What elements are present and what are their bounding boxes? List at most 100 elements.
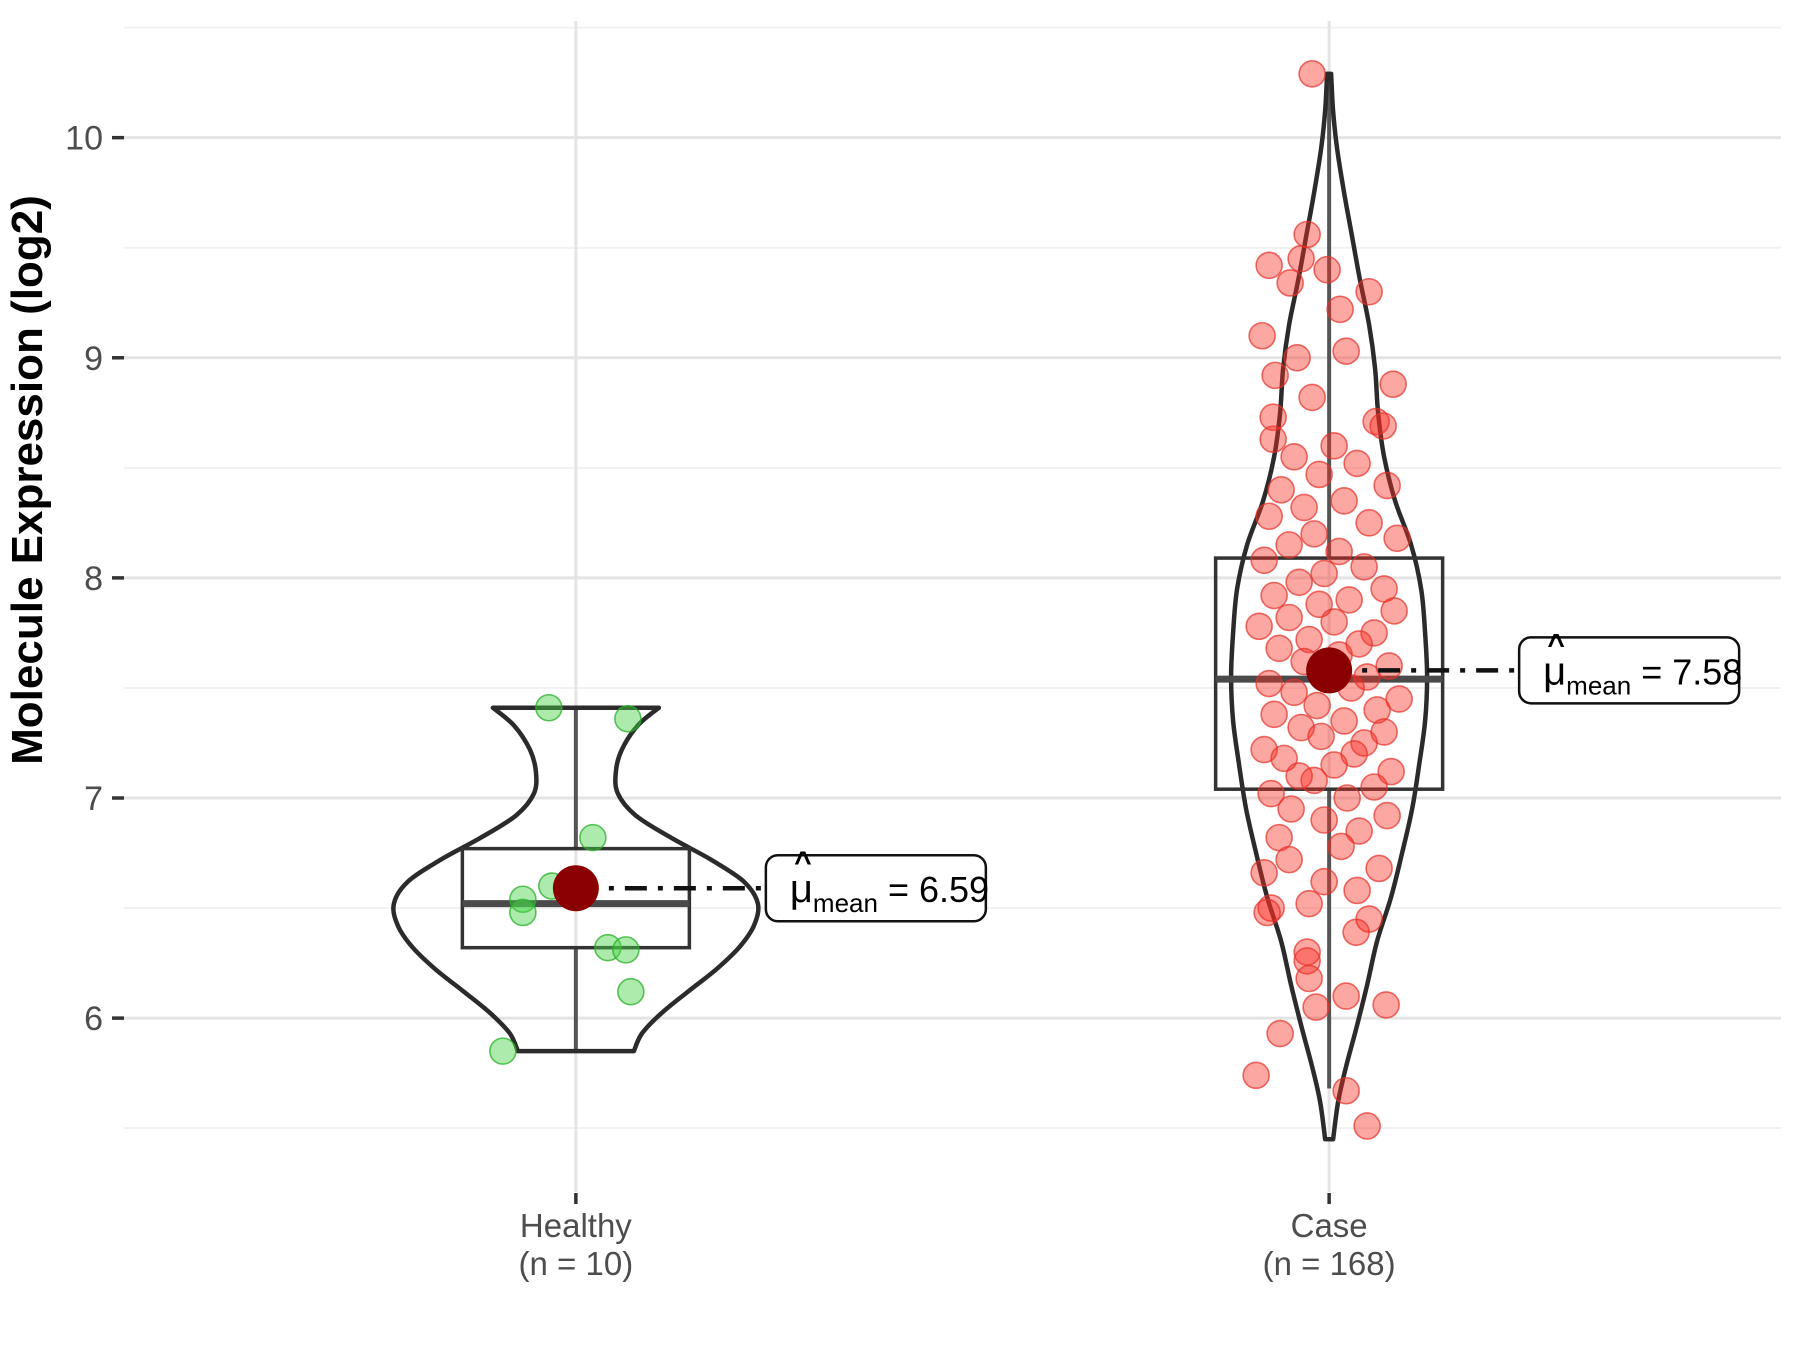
x-axis: Healthy (n = 10) Case (n = 168) xyxy=(519,1193,1396,1282)
mean-annotation-box xyxy=(1517,636,1741,705)
data-point xyxy=(1275,603,1303,632)
violin-outline xyxy=(1228,71,1430,1142)
data-point xyxy=(1250,859,1278,887)
data-point xyxy=(1342,918,1370,947)
data-point xyxy=(1310,559,1338,588)
data-point xyxy=(1293,947,1321,975)
data-point xyxy=(1290,493,1318,522)
data-point xyxy=(489,1037,517,1065)
data-point xyxy=(1332,1076,1360,1105)
data-point xyxy=(1245,612,1273,641)
data-point xyxy=(1280,443,1308,471)
y-tick-label: 6 xyxy=(84,1000,103,1038)
mu-hat-accent: ^ xyxy=(794,846,812,879)
mean-annotation: ^μmean = 6.59 xyxy=(764,846,989,923)
data-point xyxy=(509,898,537,927)
data-point xyxy=(1369,412,1397,440)
data-point xyxy=(1385,685,1413,713)
data-point xyxy=(1326,295,1354,324)
data-point xyxy=(1257,894,1285,922)
mean-dot xyxy=(552,865,599,912)
data-point xyxy=(614,704,642,733)
data-point xyxy=(1372,991,1400,1019)
data-point xyxy=(1360,619,1388,647)
data-point xyxy=(1305,590,1333,619)
data-point xyxy=(1295,964,1323,993)
data-point xyxy=(612,936,640,964)
data-point xyxy=(1255,669,1283,698)
data-point xyxy=(1360,773,1388,801)
data-point xyxy=(1275,531,1303,559)
data-point xyxy=(1253,898,1281,927)
data-point xyxy=(1383,524,1411,553)
group-healthy: ^μmean = 6.59 xyxy=(391,693,989,1065)
data-point xyxy=(1250,546,1278,575)
data-point xyxy=(1266,1019,1294,1048)
data-point xyxy=(1298,383,1326,412)
y-tick-label: 9 xyxy=(84,340,103,378)
boxplot-box xyxy=(1213,556,1445,791)
data-point xyxy=(1302,993,1330,1021)
data-point xyxy=(1332,337,1360,365)
data-point xyxy=(1267,476,1295,504)
data-point xyxy=(1353,1112,1381,1140)
data-point xyxy=(1320,751,1348,779)
data-point xyxy=(1310,867,1338,896)
y-tick-label: 10 xyxy=(65,120,103,158)
data-point xyxy=(1248,321,1276,350)
data-point xyxy=(1335,586,1363,614)
data-point xyxy=(1265,634,1293,663)
data-point xyxy=(1343,449,1371,478)
data-point xyxy=(1330,707,1358,735)
y-axis-title: Molecule Expression (log2) xyxy=(3,195,52,765)
grid xyxy=(124,21,1781,1192)
data-point xyxy=(1373,471,1401,500)
data-point xyxy=(1257,779,1285,808)
data-point xyxy=(1300,520,1328,548)
data-point xyxy=(1363,696,1391,724)
jitter-points xyxy=(1242,60,1413,1140)
data-point xyxy=(1295,625,1323,654)
data-point xyxy=(1259,425,1287,454)
data-point xyxy=(1260,581,1288,610)
data-point xyxy=(1310,806,1338,834)
x-axis-label-healthy: Healthy (n = 10) xyxy=(519,1207,634,1282)
mean-annotation: ^μmean = 7.58 xyxy=(1517,628,1742,705)
data-point xyxy=(1332,982,1360,1010)
data-point xyxy=(617,977,645,1006)
data-point xyxy=(1277,795,1305,823)
data-point xyxy=(1261,361,1289,390)
group-case: ^μmean = 7.58 xyxy=(1213,60,1742,1142)
data-point xyxy=(1259,403,1287,432)
data-point xyxy=(1255,251,1283,280)
data-point xyxy=(1320,432,1348,460)
data-point xyxy=(1255,502,1283,531)
violin-outline xyxy=(391,705,761,1054)
mean-annotation-text: μmean = 7.58 xyxy=(1543,649,1742,700)
data-point xyxy=(1327,832,1355,861)
data-point xyxy=(1380,597,1408,625)
y-tick-label: 7 xyxy=(84,780,103,818)
data-point xyxy=(1365,854,1393,883)
data-point xyxy=(1285,762,1313,790)
data-point xyxy=(1287,244,1315,273)
data-point xyxy=(1293,220,1321,249)
data-point xyxy=(1320,608,1348,636)
data-point xyxy=(1355,277,1383,306)
mu-hat-accent: ^ xyxy=(1547,628,1565,661)
data-point xyxy=(1280,678,1308,707)
data-point xyxy=(1353,663,1381,691)
y-axis: 6 7 8 9 10 Molecule Expression (log2) xyxy=(3,120,124,1038)
data-point xyxy=(1295,889,1323,918)
data-point xyxy=(1275,845,1303,874)
data-point xyxy=(1343,876,1371,905)
data-point xyxy=(1276,269,1304,297)
data-point xyxy=(1303,691,1331,720)
mean-annotation-box xyxy=(764,853,988,923)
y-tick-label: 8 xyxy=(84,560,103,598)
data-point xyxy=(1242,1061,1270,1090)
mean-annotation-text: μmean = 6.59 xyxy=(790,867,989,918)
data-point xyxy=(1300,766,1328,795)
